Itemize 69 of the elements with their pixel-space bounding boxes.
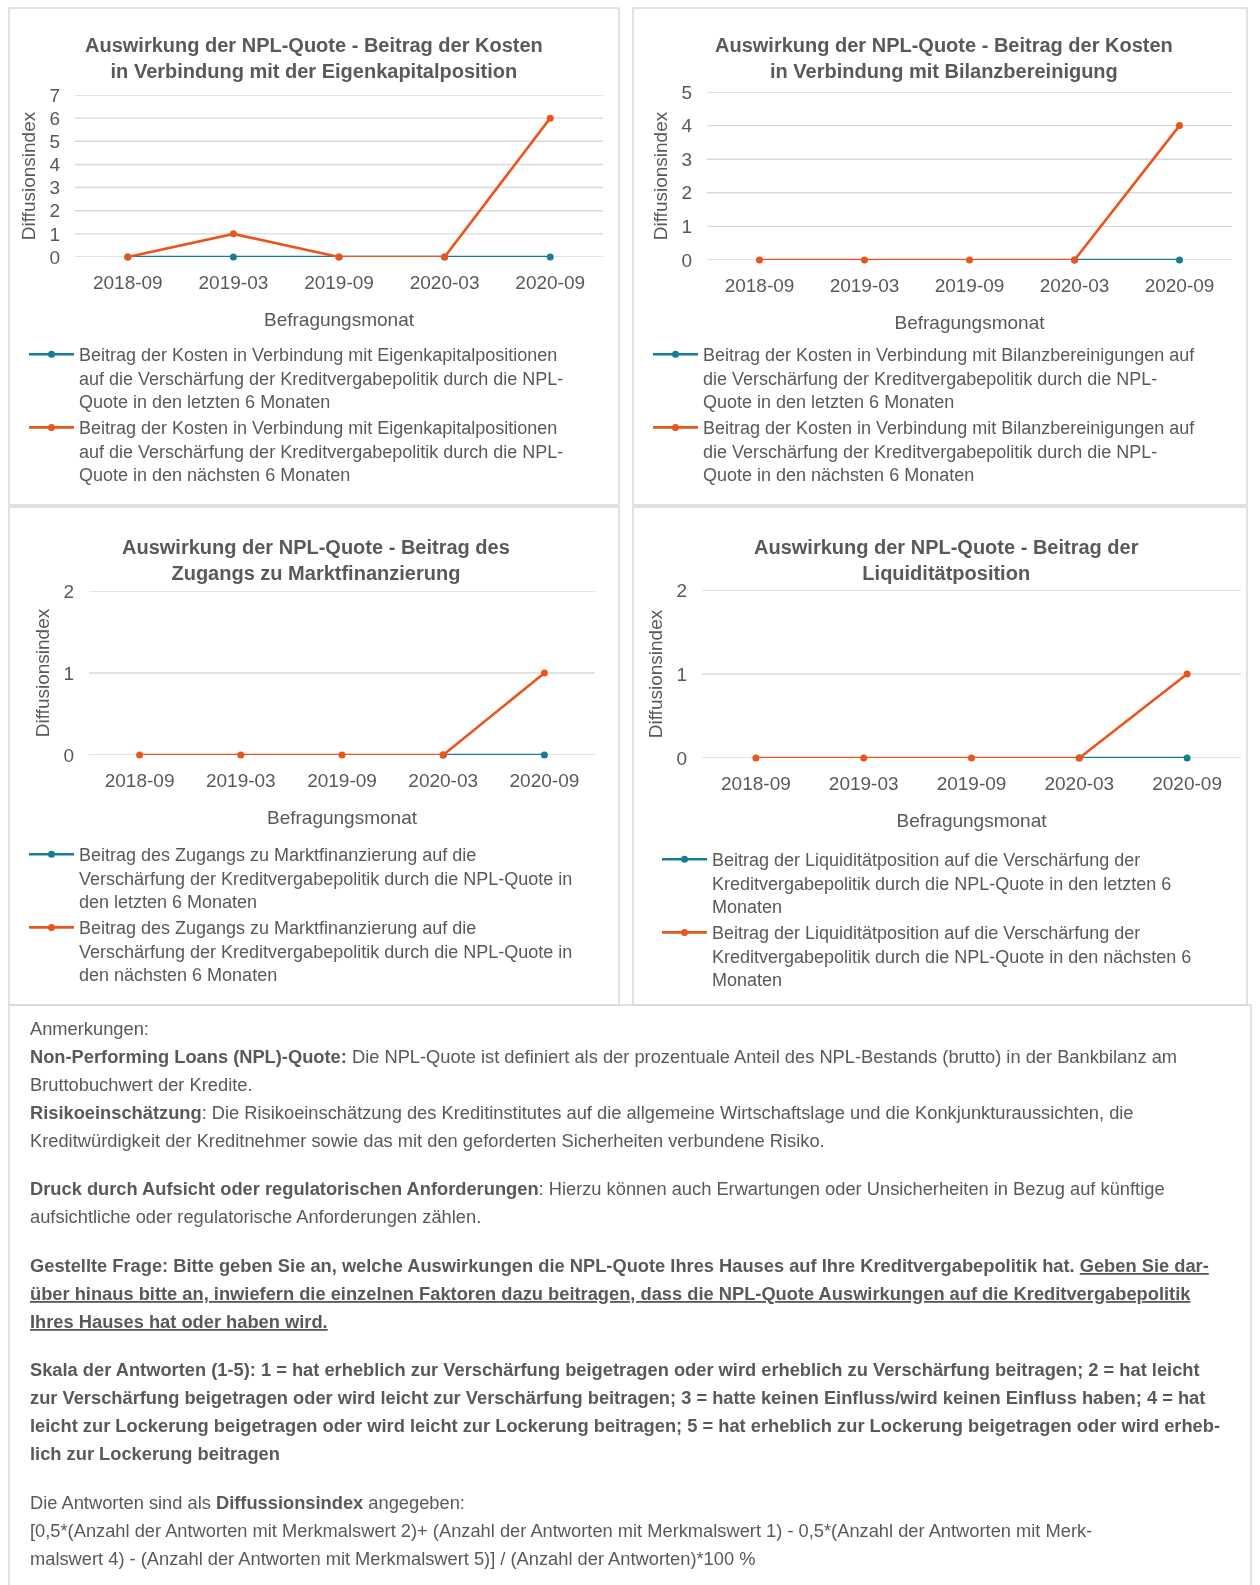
y-tick-label: 1 xyxy=(49,223,60,245)
text: Druck durch Aufsicht oder regulatorischen Anforderungen: Hierzu können auch Erwartungen oder Unsicherheiten in Bezug auf künftige aufsichtliche oder regulatorische Anforderungen zählen. xyxy=(30,1178,1165,1227)
y-tick-label: 7 xyxy=(49,84,60,106)
y-tick-label: 6 xyxy=(49,107,60,129)
legend-label: Beitrag der Kosten in Verbindung mit Eigenkapitalpositionen auf die Verschärfung der Kreditvergabepolitik durch die NPL-Quote in den nächsten 6 Monaten xyxy=(79,418,564,486)
y-tick-label: 1 xyxy=(676,663,687,685)
y-tick-label: 3 xyxy=(49,177,60,199)
text: Gestellte Frage: Bitte geben Sie an, welche Auswirkungen die NPL-Quote Ihres Hauses auf Ihre Kreditvergabepolitik hat. Geben Sie dar- über hinaus bitte an, inwiefern die einzelnen Faktoren dazu beitragen, dass die NPL-Quote Auswirkungen auf die Kreditvergabepolitik Ihres Hauses hat oder haben wird. xyxy=(30,1255,1209,1332)
y-tick-label: 3 xyxy=(681,148,692,170)
legend-label: Beitrag des Zugangs zu Marktfinanzierung auf die Verschärfung der Kreditvergabepolitik durch die NPL-Quote in den letzten 6 Monaten xyxy=(79,845,573,913)
y-axis-title: Diffusionsindex xyxy=(645,609,667,739)
chart-title: Auswirkung der NPL-Quote - Beitrag der Kosten in Verbindung mit Bilanzbereinigung xyxy=(715,34,1173,82)
x-tick-label: 2019-09 xyxy=(936,773,1007,794)
x-tick-label: 2020-03 xyxy=(409,272,480,293)
legend-label: Beitrag der Kosten in Verbindung mit Bilanzbereinigungen auf die Verschärfung der Kreditvergabepolitik durch die NPL-Quote in den letzten 6 Monaten xyxy=(703,345,1196,413)
x-tick-label: 2020-09 xyxy=(515,272,586,293)
legend-label: Beitrag der Kosten in Verbindung mit Eigenkapitalpositionen auf die Verschärfung der Kreditvergabepolitik durch die NPL-Quote in den letzten 6 Monaten xyxy=(79,345,564,413)
text: Skala der Antworten (1-5): 1 = hat erheblich zur Verschärfung beigetragen oder wird erheblich zu Verschärfung beitragen; 2 = hat leicht zur Verschärfung beigetragen oder wird leicht zur Verschärfung beitragen; 3 = hatte keinen Einfluss/wird keinen Einfluss haben; 4 = hat leicht zur Lockerung beigetragen oder wird leicht zur Lockerung beitragen; 5 = hat erheblich zur Lockerung beigetragen oder wird erheb- lich zur Lockerung beitragen xyxy=(30,1359,1221,1464)
x-tick-label: 2018-09 xyxy=(721,773,791,794)
chart-title: Auswirkung der NPL-Quote - Beitrag der Kosten in Verbindung mit der Eigenkapitalposition xyxy=(85,34,543,82)
y-tick-label: 2 xyxy=(676,579,687,601)
x-tick-label: 2018-09 xyxy=(92,272,163,293)
legend-label: Beitrag der Liquiditätposition auf die Verschärfung der Kreditvergabepolitik durch die NPL-Quote in den letzten 6 Monaten xyxy=(712,850,1172,918)
chart-title: Auswirkung der NPL-Quote - Beitrag der Liquiditätposition xyxy=(754,536,1139,584)
y-axis-title: Diffusionsindex xyxy=(32,608,54,738)
x-tick-label: 2018-09 xyxy=(104,770,175,791)
x-tick-label: 2020-03 xyxy=(1039,275,1110,296)
y-tick-label: 4 xyxy=(681,115,693,137)
point xyxy=(229,253,237,261)
x-axis-title: Befragungsmonat xyxy=(896,809,1048,831)
y-tick-label: 0 xyxy=(63,744,74,766)
y-axis-title: Diffusionsindex xyxy=(18,111,40,241)
x-tick-label: 2019-03 xyxy=(828,773,899,794)
y-tick-label: 0 xyxy=(676,747,687,769)
x-tick-label: 2019-03 xyxy=(205,770,276,791)
x-tick-label: 2018-09 xyxy=(724,275,795,296)
text: Anmerkungen: Non-Performing Loans (NPL)-Quote: Die NPL-Quote ist definiert als der prozentuale Anteil des NPL-Bestands (brutto) in der Bankbilanz am Bruttobuchwert der Kredite. Risikoeinschätzung: Die Risikoeinschätzung des Kreditinstitutes auf die allgemeine Wirtschaftslage und die Konkjunkturaussichten, die Kreditwürdigkeit der Kreditnehmer sowie das mit den geforderten Sicherheiten verbundene Risiko. xyxy=(30,1018,1178,1151)
x-tick-label: 2019-09 xyxy=(304,272,374,293)
point xyxy=(229,230,237,238)
point xyxy=(546,114,554,122)
y-tick-label: 1 xyxy=(63,662,74,684)
y-tick-label: 5 xyxy=(49,130,60,152)
x-tick-label: 2019-03 xyxy=(829,275,900,296)
x-axis-title: Befragungsmonat xyxy=(267,806,418,828)
y-tick-label: 2 xyxy=(63,580,74,602)
x-tick-label: 2019-03 xyxy=(198,272,269,293)
x-tick-label: 2020-09 xyxy=(509,770,580,791)
legend-label: Beitrag des Zugangs zu Marktfinanzierung auf die Verschärfung der Kreditvergabepolitik durch die NPL-Quote in den nächsten 6 Monaten xyxy=(79,918,573,986)
y-axis-title: Diffusionsindex xyxy=(650,111,672,241)
x-tick-label: 2019-09 xyxy=(307,770,377,791)
y-tick-label: 2 xyxy=(681,182,692,204)
x-axis-title: Befragungsmonat xyxy=(264,308,415,330)
x-tick-label: 2020-09 xyxy=(1144,275,1215,296)
y-tick-label: 0 xyxy=(681,249,692,271)
y-tick-label: 1 xyxy=(681,216,692,238)
legend-label: Beitrag der Kosten in Verbindung mit Bilanzbereinigungen auf die Verschärfung der Kreditvergabepolitik durch die NPL-Quote in den nächsten 6 Monaten xyxy=(703,418,1196,486)
x-tick-label: 2020-09 xyxy=(1152,773,1222,794)
y-tick-label: 0 xyxy=(49,246,60,268)
chart-title: Auswirkung der NPL-Quote - Beitrag des Zugangs zu Marktfinanzierung xyxy=(122,536,510,584)
legend-label: Beitrag der Liquiditätposition auf die Verschärfung der Kreditvergabepolitik durch die NPL-Quote in den nächsten 6 Monaten xyxy=(712,923,1192,991)
y-tick-label: 5 xyxy=(681,81,692,103)
point xyxy=(546,253,554,261)
text: Die Antworten sind als Diffussionsindex angegeben: [0,5*(Anzahl der Antworten mit Merkmalswert 2)+ (Anzahl der Antworten mit Merkmalswert 1) - 0,5*(Anzahl der Antworten mit Merk- malswert 4) - (Anzahl der Antworten mit Merkmalswert 5)] / (Anzahl der Antworten)*100 % xyxy=(30,1492,1093,1569)
x-tick-label: 2020-03 xyxy=(408,770,479,791)
x-tick-label: 2020-03 xyxy=(1044,773,1115,794)
x-tick-label: 2019-09 xyxy=(934,275,1005,296)
y-tick-label: 4 xyxy=(49,154,61,176)
x-axis-title: Befragungsmonat xyxy=(894,311,1046,333)
y-tick-label: 2 xyxy=(49,200,60,222)
